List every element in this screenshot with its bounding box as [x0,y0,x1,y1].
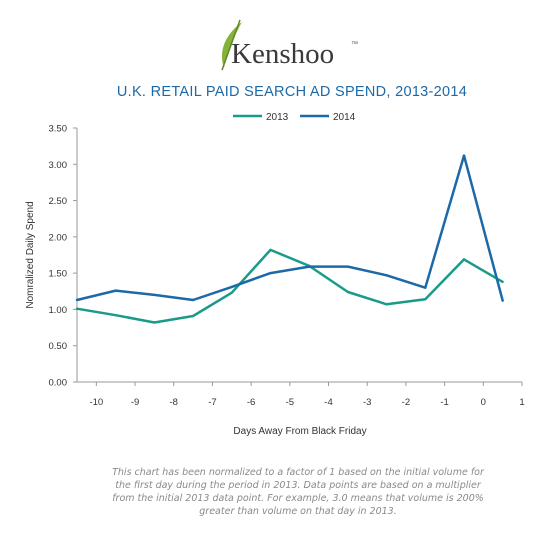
y-tick-label: 3.50 [49,124,68,135]
logo-text: Kenshoo [231,38,334,70]
y-axis-ticks: 0.00 0.50 1.00 1.50 2.00 2.50 3.00 3.50 [49,124,77,389]
x-tick-label: -3 [363,397,371,408]
data-point-2013-9 [424,298,427,301]
data-point-2014-6 [307,265,311,268]
data-point-2013-1 [114,314,117,317]
x-tick-label: -9 [131,397,139,408]
footnote: This chart has been normalized to a fact… [112,467,484,517]
data-point-2014-2 [153,293,156,297]
x-tick-label: -5 [286,397,294,408]
data-point-2014-1 [114,289,117,292]
x-tick-label: -6 [247,397,255,408]
data-point-2013-8 [385,303,388,306]
y-axis-label: Nomralized Daily Spend [25,201,36,308]
series-line-2013 [76,248,504,324]
y-tick-label: 0.00 [49,378,68,389]
data-point-2013-0 [75,307,79,310]
legend: 2013 2014 [233,112,356,123]
y-tick-label: 3.00 [49,160,68,171]
x-axis-label: Days Away From Black Friday [233,426,366,437]
data-point-2013-5 [269,248,272,252]
data-point-2013-4 [230,291,233,294]
logo-stroke-icon [221,19,241,71]
x-tick-label: -2 [402,397,410,408]
data-point-2014-10 [462,154,466,157]
x-tick-label: -10 [89,397,103,408]
data-point-2014-4 [230,285,233,289]
y-tick-label: 2.50 [49,196,68,207]
data-point-2013-7 [346,290,350,294]
data-point-2014-11 [501,299,504,302]
kenshoo-logo: Kenshoo ™ [221,19,358,71]
x-tick-label: 0 [481,397,486,408]
data-point-2014-8 [385,274,388,277]
y-tick-label: 0.50 [49,341,68,352]
x-tick-label: -1 [440,397,448,408]
x-tick-label: -7 [208,397,216,408]
series-line-2014 [76,154,504,302]
x-tick-label: 1 [519,397,524,408]
data-point-2014-0 [75,298,79,302]
y-tick-label: 2.00 [49,232,68,243]
data-point-2014-3 [191,298,195,302]
data-point-2013-11 [501,280,504,284]
legend-label-2014: 2014 [333,112,356,123]
data-point-2013-10 [462,258,466,261]
series-layer [75,154,504,324]
x-tick-label: -4 [324,397,332,408]
x-tick-label: -8 [170,397,178,408]
data-point-2014-9 [424,286,427,289]
chart-title: U.K. RETAIL PAID SEARCH AD SPEND, 2013-2… [117,84,467,100]
data-point-2014-5 [269,271,272,275]
y-tick-label: 1.50 [49,269,68,280]
data-point-2013-2 [153,321,156,324]
logo-trademark: ™ [351,41,358,48]
legend-label-2013: 2013 [266,112,289,123]
data-point-2013-3 [191,314,195,318]
data-point-2014-7 [346,265,350,268]
y-tick-label: 1.00 [49,305,68,316]
x-axis-ticks: -10 -9 -8 -7 -6 -5 -4 -3 -2 -1 0 1 [89,382,525,408]
